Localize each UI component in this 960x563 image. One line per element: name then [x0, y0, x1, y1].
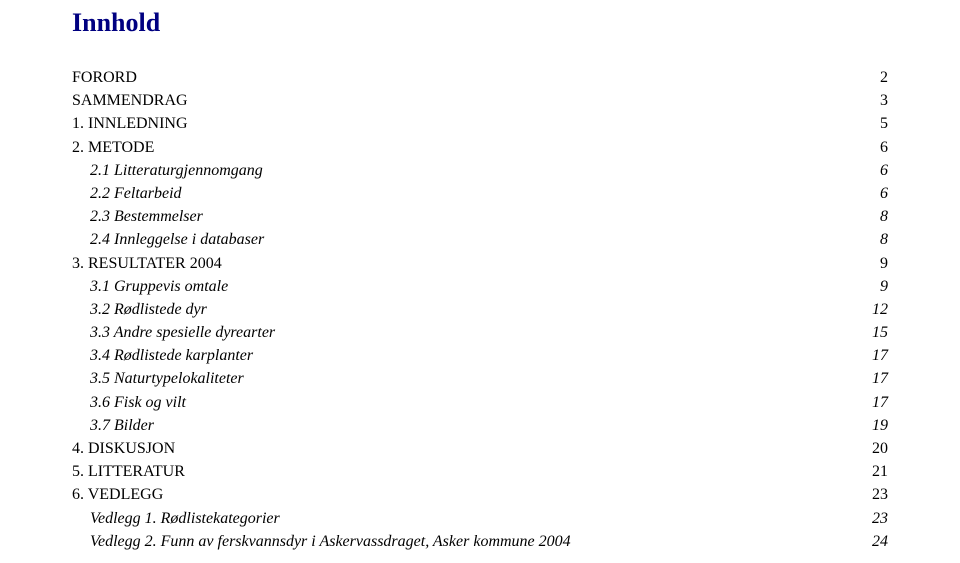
toc-entry-page: 17 — [872, 344, 888, 367]
toc-entry: 3.5 Naturtypelokaliteter 17 — [72, 367, 888, 390]
toc-entry-label: 3.5 Naturtypelokaliteter — [90, 367, 244, 390]
toc-entry-label: Vedlegg 2. Funn av ferskvannsdyr i Asker… — [90, 530, 571, 553]
toc-entry-label: 4. DISKUSJON — [72, 437, 175, 460]
toc-entry-label: 6. VEDLEGG — [72, 483, 163, 506]
toc-entry-label: 2.1 Litteraturgjennomgang — [90, 159, 263, 182]
toc-entry: 6. VEDLEGG 23 — [72, 483, 888, 506]
toc-entry: 2.1 Litteraturgjennomgang 6 — [72, 159, 888, 182]
toc-entry-page: 5 — [880, 112, 888, 135]
toc-entry-label: FORORD — [72, 66, 137, 89]
toc-entry-label: 3.2 Rødlistede dyr — [90, 298, 207, 321]
toc-entry-page: 17 — [872, 367, 888, 390]
toc-entry-label: 2.2 Feltarbeid — [90, 182, 182, 205]
toc-entry-label: 2.4 Innleggelse i databaser — [90, 228, 264, 251]
toc-entry-page: 8 — [880, 228, 888, 251]
toc-entry: 3.4 Rødlistede karplanter 17 — [72, 344, 888, 367]
toc-entry-page: 3 — [880, 89, 888, 112]
toc-entry-label: 1. INNLEDNING — [72, 112, 188, 135]
toc-entry-label: 3. RESULTATER 2004 — [72, 252, 222, 275]
toc-entry-page: 12 — [872, 298, 888, 321]
toc-entry: 3.2 Rødlistede dyr 12 — [72, 298, 888, 321]
toc-entry-page: 17 — [872, 391, 888, 414]
toc-entry-page: 24 — [872, 530, 888, 553]
toc-entry-label: SAMMENDRAG — [72, 89, 188, 112]
toc-entry-page: 6 — [880, 136, 888, 159]
toc-entry: 3. RESULTATER 2004 9 — [72, 252, 888, 275]
toc-entry: FORORD 2 — [72, 66, 888, 89]
toc-entry-page: 15 — [872, 321, 888, 344]
toc-entry: 3.3 Andre spesielle dyrearter 15 — [72, 321, 888, 344]
toc-entry-page: 9 — [880, 252, 888, 275]
toc-entry: 4. DISKUSJON 20 — [72, 437, 888, 460]
toc-entry: Vedlegg 1. Rødlistekategorier 23 — [72, 507, 888, 530]
toc-entry-label: 3.7 Bilder — [90, 414, 154, 437]
toc-entry-page: 23 — [872, 483, 888, 506]
document-page: Innhold FORORD 2 SAMMENDRAG 3 1. INNLEDNING 5… — [0, 0, 960, 553]
toc-entry-page: 6 — [880, 159, 888, 182]
toc-entry-label: 3.4 Rødlistede karplanter — [90, 344, 253, 367]
toc-entry: 3.7 Bilder 19 — [72, 414, 888, 437]
toc-entry: 1. INNLEDNING 5 — [72, 112, 888, 135]
page-title: Innhold — [72, 8, 888, 38]
toc-entry: 2.3 Bestemmelser 8 — [72, 205, 888, 228]
toc-entry: 2.4 Innleggelse i databaser 8 — [72, 228, 888, 251]
toc-entry-page: 9 — [880, 275, 888, 298]
toc-entry-page: 6 — [880, 182, 888, 205]
toc-entry-page: 8 — [880, 205, 888, 228]
table-of-contents: FORORD2SAMMENDRAG31. INNLEDNING52. METOD… — [72, 66, 888, 553]
toc-entry-label: Vedlegg 1. Rødlistekategorier — [90, 507, 280, 530]
toc-entry-page: 20 — [872, 437, 888, 460]
toc-entry-page: 19 — [872, 414, 888, 437]
toc-entry: 3.1 Gruppevis omtale 9 — [72, 275, 888, 298]
toc-entry-label: 3.6 Fisk og vilt — [90, 391, 186, 414]
toc-entry-label: 2. METODE — [72, 136, 154, 159]
toc-entry-label: 5. LITTERATUR — [72, 460, 185, 483]
toc-entry: 3.6 Fisk og vilt 17 — [72, 391, 888, 414]
toc-entry-page: 21 — [872, 460, 888, 483]
toc-entry-label: 3.1 Gruppevis omtale — [90, 275, 228, 298]
toc-entry-label: 2.3 Bestemmelser — [90, 205, 203, 228]
toc-entry-page: 23 — [872, 507, 888, 530]
toc-entry: 2. METODE 6 — [72, 136, 888, 159]
toc-entry-page: 2 — [880, 66, 888, 89]
toc-entry: 2.2 Feltarbeid 6 — [72, 182, 888, 205]
toc-entry: SAMMENDRAG 3 — [72, 89, 888, 112]
toc-entry: Vedlegg 2. Funn av ferskvannsdyr i Asker… — [72, 530, 888, 553]
toc-entry-label: 3.3 Andre spesielle dyrearter — [90, 321, 275, 344]
toc-entry: 5. LITTERATUR 21 — [72, 460, 888, 483]
